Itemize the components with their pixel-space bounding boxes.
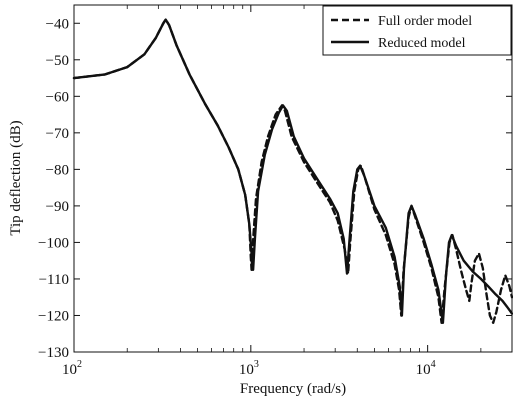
x-tick-label: 104 — [416, 359, 436, 378]
y-tick-label: −100 — [38, 235, 69, 251]
y-tick-label: −50 — [46, 53, 69, 69]
x-tick-label: 103 — [239, 359, 259, 378]
x-axis-title: Frequency (rad/s) — [240, 381, 346, 397]
series-line-reduced — [72, 18, 513, 324]
legend: Full order model Reduced model — [322, 5, 512, 56]
y-tick-label: −60 — [46, 89, 69, 105]
y-tick-label: −40 — [46, 16, 69, 32]
y-tick-label: −110 — [39, 272, 69, 288]
y-tick-label: −120 — [38, 308, 69, 324]
y-tick-label: −90 — [46, 199, 69, 215]
legend-label-full-order: Full order model — [378, 14, 472, 29]
legend-box — [322, 5, 512, 56]
y-tick-label: −70 — [46, 126, 69, 142]
legend-label-reduced: Reduced model — [378, 36, 466, 51]
y-tick-label: −80 — [46, 162, 69, 178]
y-axis-title: Tip deflection (dB) — [8, 120, 24, 235]
x-tick-label: 102 — [62, 359, 82, 378]
y-tick-label: −130 — [38, 345, 69, 361]
